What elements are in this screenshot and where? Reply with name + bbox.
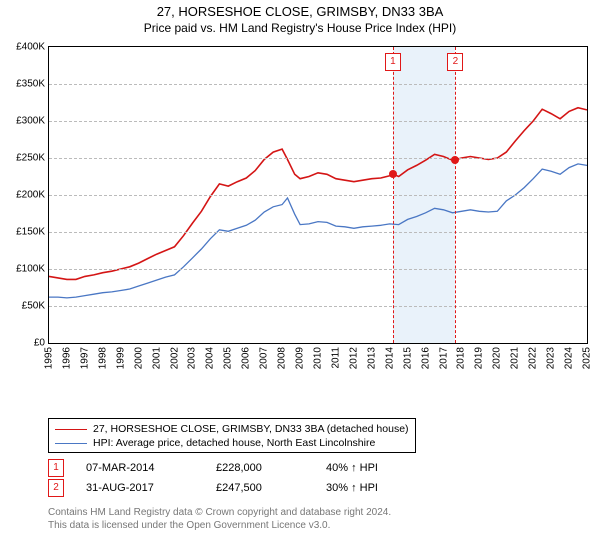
sale-date: 07-MAR-2014 [86,462,216,474]
legend-label: 27, HORSESHOE CLOSE, GRIMSBY, DN33 3BA (… [93,422,409,436]
y-axis-label: £100K [16,264,49,275]
x-axis-label: 2022 [528,347,539,369]
table-row: 1 07-MAR-2014 £228,000 40% ↑ HPI [48,458,436,478]
x-axis-label: 2006 [241,347,252,369]
y-axis-label: £400K [16,42,49,53]
x-axis-label: 2000 [133,347,144,369]
sale-index-badge: 1 [48,459,64,477]
footer: Contains HM Land Registry data © Crown c… [48,506,588,532]
plot-area: 1995199619971998199920002001200220032004… [48,46,588,344]
legend-label: HPI: Average price, detached house, Nort… [93,436,375,450]
chart-title-block: 27, HORSESHOE CLOSE, GRIMSBY, DN33 3BA P… [0,0,600,35]
x-axis-label: 2016 [420,347,431,369]
x-axis-label: 2024 [564,347,575,369]
x-axis-label: 2010 [313,347,324,369]
x-axis-label: 2012 [348,347,359,369]
y-axis-label: £300K [16,116,49,127]
table-row: 2 31-AUG-2017 £247,500 30% ↑ HPI [48,478,436,498]
chart: 1995 1996 1997 1998 1999 2000 2001 2002 2003 2004… [0,44,600,384]
legend-swatch [55,443,87,444]
x-axis-label: 2025 [582,347,593,369]
sale-marker-badge: 1 [385,53,401,71]
sale-diff: 40% ↑ HPI [326,462,436,474]
x-axis-label: 2019 [474,347,485,369]
x-axis-label: 2013 [366,347,377,369]
x-axis-label: 2005 [223,347,234,369]
x-axis-label: 1995 [44,347,55,369]
sale-marker-line [455,47,456,343]
x-axis-label: 2009 [295,347,306,369]
x-axis-label: 1996 [61,347,72,369]
x-axis-label: 1997 [79,347,90,369]
x-axis-label: 2020 [492,347,503,369]
x-axis-label: 2023 [546,347,557,369]
sale-marker-dot [389,170,397,178]
x-axis-label: 2003 [187,347,198,369]
chart-subtitle: Price paid vs. HM Land Registry's House … [0,21,600,35]
x-axis-label: 2011 [330,347,341,369]
x-axis-label: 2007 [259,347,270,369]
sale-marker-badge: 2 [447,53,463,71]
y-axis-label: £50K [22,301,49,312]
x-axis-label: 2008 [277,347,288,369]
sale-marker-line [393,47,394,343]
legend-item: 27, HORSESHOE CLOSE, GRIMSBY, DN33 3BA (… [55,422,409,436]
sale-price: £228,000 [216,462,326,474]
x-axis-label: 2014 [384,347,395,369]
y-axis-label: £200K [16,190,49,201]
x-axis-label: 2001 [151,347,162,369]
chart-title: 27, HORSESHOE CLOSE, GRIMSBY, DN33 3BA [0,4,600,19]
x-axis-label: 2021 [510,347,521,369]
y-axis-label: £0 [34,338,49,349]
legend-swatch [55,429,87,430]
sale-date: 31-AUG-2017 [86,482,216,494]
x-axis-label: 2017 [438,347,449,369]
x-axis-label: 2015 [402,347,413,369]
y-axis-label: £150K [16,227,49,238]
footer-line: Contains HM Land Registry data © Crown c… [48,506,588,519]
sale-index-badge: 2 [48,479,64,497]
x-axis-label: 2002 [169,347,180,369]
footer-line: This data is licensed under the Open Gov… [48,519,588,532]
x-axis-label: 2018 [456,347,467,369]
x-axis-label: 1998 [97,347,108,369]
x-axis-label: 2004 [205,347,216,369]
sale-diff: 30% ↑ HPI [326,482,436,494]
sale-marker-dot [451,156,459,164]
sale-price: £247,500 [216,482,326,494]
y-axis-label: £250K [16,153,49,164]
y-axis-label: £350K [16,79,49,90]
sales-table: 1 07-MAR-2014 £228,000 40% ↑ HPI 2 31-AU… [48,458,436,498]
legend: 27, HORSESHOE CLOSE, GRIMSBY, DN33 3BA (… [48,418,416,453]
legend-item: HPI: Average price, detached house, Nort… [55,436,409,450]
x-axis-label: 1999 [115,347,126,369]
